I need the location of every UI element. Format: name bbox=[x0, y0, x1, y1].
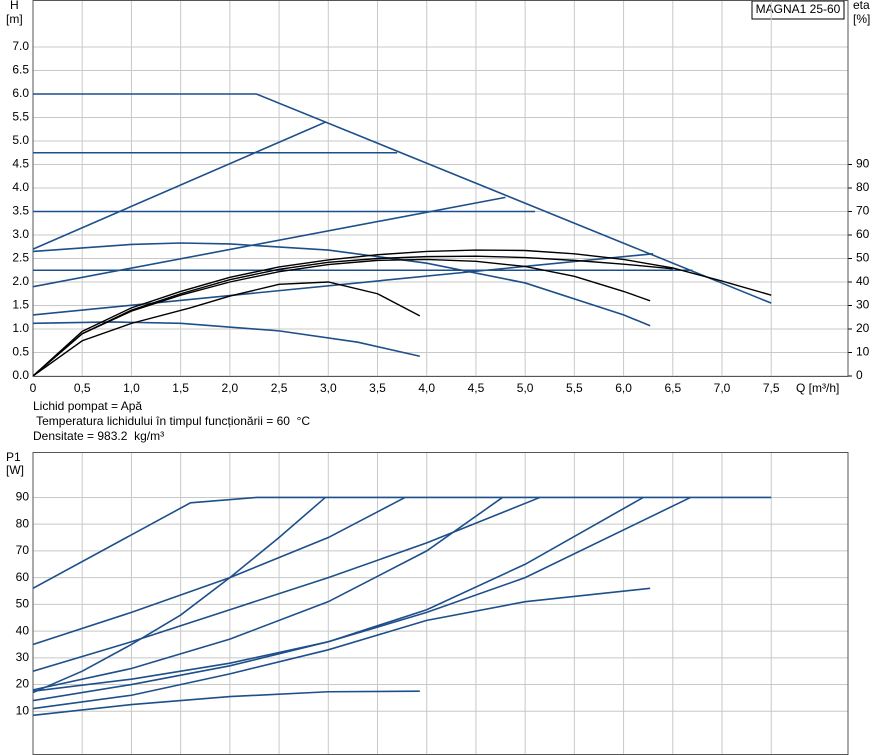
y-tick-label: 3.5 bbox=[12, 204, 29, 218]
curve bbox=[33, 258, 651, 376]
y-tick-label: 3.0 bbox=[12, 227, 29, 241]
curve bbox=[33, 496, 541, 672]
x-tick-label: 5,5 bbox=[566, 381, 583, 395]
y2-tick-label: 70 bbox=[856, 204, 870, 218]
info: Temperatura lichidului în timpul funcțio… bbox=[33, 414, 310, 428]
y-tick-label: 50 bbox=[16, 597, 30, 611]
y-tick-label: 4.5 bbox=[12, 157, 29, 171]
y2-tick-label: 40 bbox=[856, 274, 870, 288]
y-tick-label: 90 bbox=[16, 490, 30, 504]
y-tick-label: 7.0 bbox=[12, 39, 29, 53]
y2-tick-label: 20 bbox=[856, 321, 870, 335]
y2-tick-label: 90 bbox=[856, 157, 870, 171]
info: Lichid pompat = Apă bbox=[33, 399, 142, 413]
y-label: H bbox=[10, 0, 19, 12]
y-tick-label: 6.5 bbox=[12, 63, 29, 77]
curve bbox=[33, 690, 420, 717]
curve bbox=[33, 121, 326, 250]
y2-label: eta bbox=[853, 0, 870, 12]
y2-tick-label: 30 bbox=[856, 298, 870, 312]
x-tick-label: 7,0 bbox=[714, 381, 731, 395]
y-tick-label: 4.0 bbox=[12, 180, 29, 194]
x-tick-label: 6,0 bbox=[615, 381, 632, 395]
y-tick-label: 10 bbox=[16, 703, 30, 717]
curve bbox=[33, 496, 772, 590]
x-tick-label: 1,5 bbox=[172, 381, 189, 395]
plot-frame bbox=[32, 0, 849, 377]
y-tick-label: 80 bbox=[16, 516, 30, 530]
x-label: Q [m³/h] bbox=[796, 381, 839, 395]
x-tick-label: 3,5 bbox=[369, 381, 386, 395]
curve bbox=[33, 281, 421, 376]
y2-tick-label: 60 bbox=[856, 227, 870, 241]
y-unit: [m] bbox=[6, 12, 23, 26]
y2-tick-label: 10 bbox=[856, 345, 870, 359]
x-tick-label: 6,5 bbox=[664, 381, 681, 395]
x-tick-label: 2,5 bbox=[271, 381, 288, 395]
curve bbox=[33, 496, 503, 691]
y-tick-label: 60 bbox=[16, 570, 30, 584]
y-tick-label: 2.5 bbox=[12, 251, 29, 265]
y-tick-label: 5.0 bbox=[12, 133, 29, 147]
y-tick-label: 5.5 bbox=[12, 110, 29, 124]
y2-tick-label: 0 bbox=[856, 368, 863, 382]
curve bbox=[33, 496, 326, 694]
x-tick-label: 7,5 bbox=[763, 381, 780, 395]
y-unit: [W] bbox=[6, 463, 24, 477]
y-tick-label: 2.0 bbox=[12, 274, 29, 288]
y-tick-label: 6.0 bbox=[12, 86, 29, 100]
y-tick-label: 0.5 bbox=[12, 345, 29, 359]
curve bbox=[33, 321, 421, 358]
x-tick-label: 0 bbox=[30, 381, 37, 395]
y-tick-label: 40 bbox=[16, 623, 30, 637]
x-tick-label: 5,0 bbox=[517, 381, 534, 395]
y-tick-label: 1.5 bbox=[12, 298, 29, 312]
y-tick-label: 1.0 bbox=[12, 321, 29, 335]
y-tick-label: 30 bbox=[16, 650, 30, 664]
model: MAGNA1 25-60 bbox=[756, 2, 841, 16]
x-tick-label: 0,5 bbox=[74, 381, 91, 395]
y-tick-label: 20 bbox=[16, 677, 30, 691]
y2-tick-label: 80 bbox=[856, 180, 870, 194]
y-label: P1 bbox=[6, 450, 21, 464]
y2-unit: [%] bbox=[853, 12, 870, 26]
x-tick-label: 4,0 bbox=[418, 381, 435, 395]
x-tick-label: 3,0 bbox=[320, 381, 337, 395]
curve bbox=[33, 587, 651, 710]
curve bbox=[33, 242, 651, 327]
y-tick-label: 70 bbox=[16, 543, 30, 557]
curve bbox=[33, 93, 772, 304]
curve bbox=[33, 496, 691, 693]
x-tick-label: 4,5 bbox=[468, 381, 485, 395]
y2-tick-label: 50 bbox=[856, 251, 870, 265]
curve bbox=[33, 253, 654, 316]
x-tick-label: 2,0 bbox=[222, 381, 239, 395]
curve bbox=[33, 255, 673, 376]
x-tick-label: 1,0 bbox=[123, 381, 140, 395]
y-tick-label: 0.0 bbox=[12, 368, 29, 382]
curve bbox=[33, 249, 772, 376]
info: Densitate = 983.2 kg/m³ bbox=[33, 429, 164, 443]
